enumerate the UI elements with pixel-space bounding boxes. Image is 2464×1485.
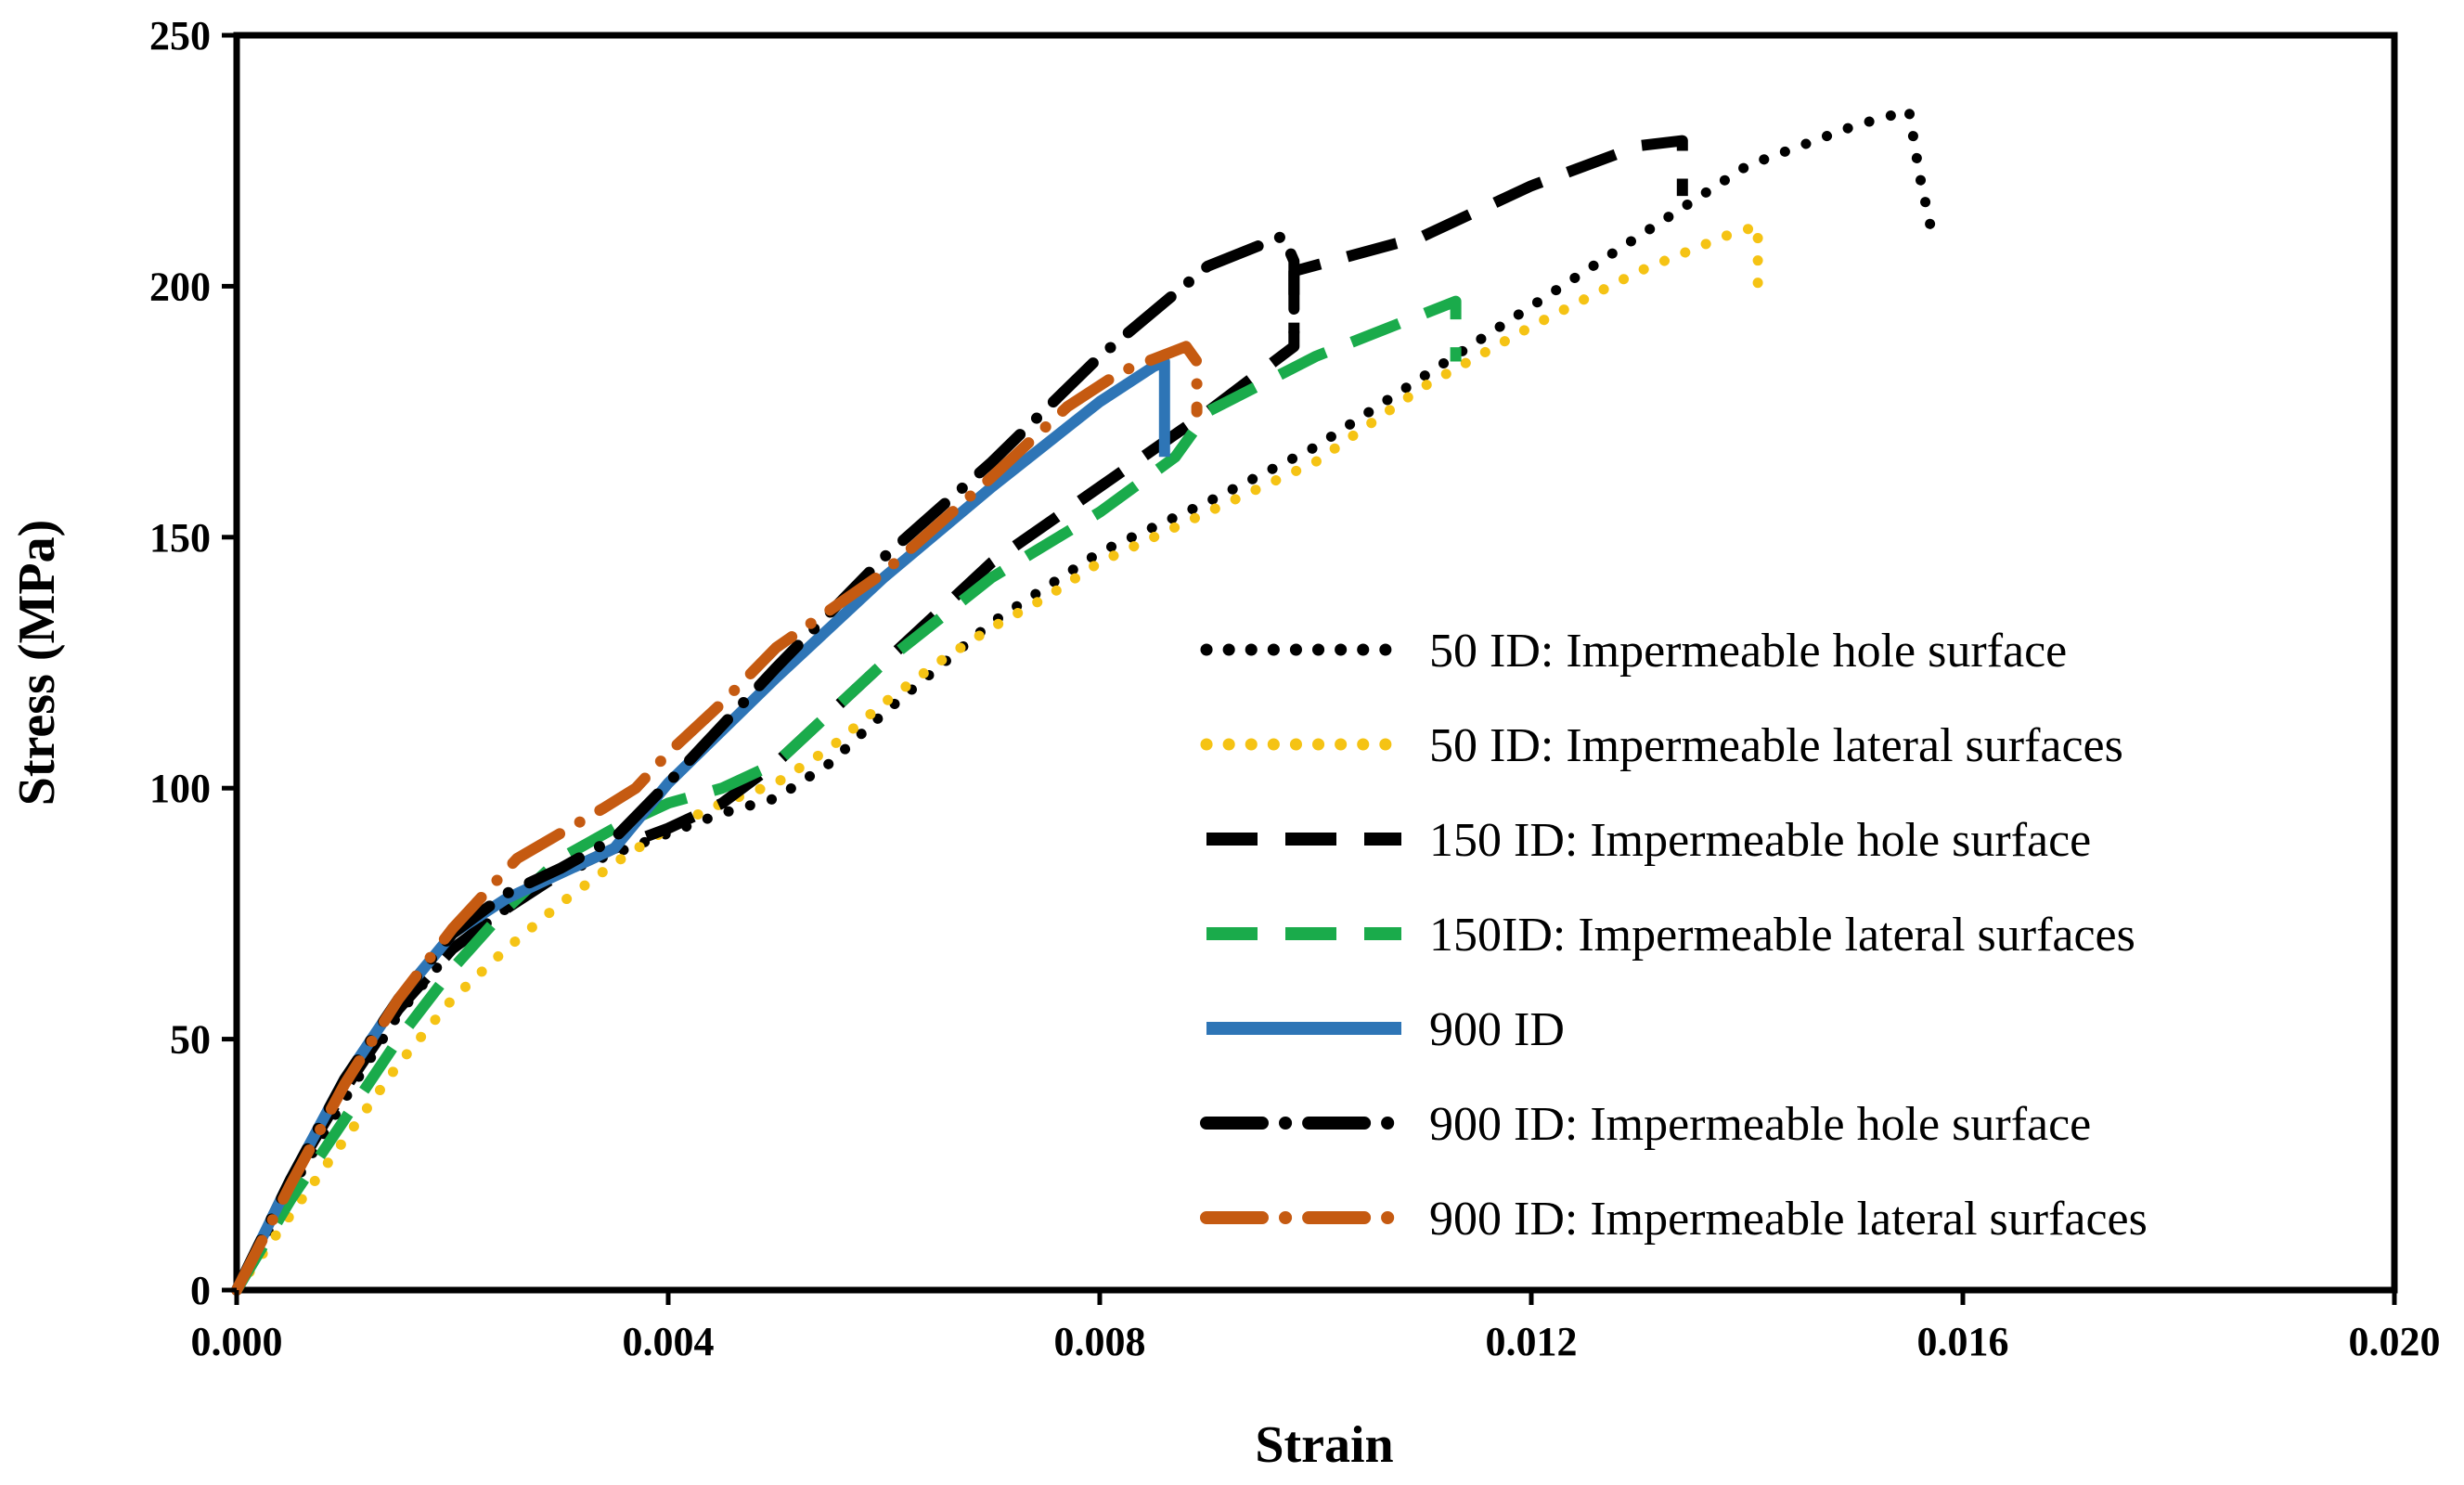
y-tick-label: 0	[190, 1268, 211, 1313]
x-tick-label: 0.004	[623, 1319, 715, 1364]
y-tick-label: 100	[149, 766, 211, 811]
series-line-2	[231, 221, 1763, 1296]
y-tick-label: 50	[170, 1017, 211, 1063]
x-tick-label: 0.000	[191, 1319, 283, 1364]
x-tick-label: 0.020	[2349, 1319, 2441, 1364]
legend-label: 150 ID: Impermeable hole surface	[1429, 814, 2091, 867]
legend-label: 150ID: Impermeable lateral surfaces	[1429, 909, 2135, 962]
legend-label: 900 ID: Impermeable hole surface	[1429, 1098, 2091, 1151]
y-tick-label: 150	[149, 515, 211, 561]
legend: 50 ID: Impermeable hole surface 50 ID: Im…	[1200, 625, 2148, 1246]
legend-label: 50 ID: Impermeable lateral surfaces	[1429, 719, 2123, 772]
y-tick-label: 200	[149, 264, 211, 309]
x-tick-label: 0.016	[1917, 1319, 2009, 1364]
plot-area	[233, 32, 2398, 1294]
y-tick-label: 250	[149, 13, 211, 58]
x-tick-label: 0.012	[1486, 1319, 1578, 1364]
x-tick-label: 0.008	[1054, 1319, 1146, 1364]
x-axis-ticks: 0.000 0.004 0.008 0.012 0.016 0.020	[191, 1290, 2441, 1364]
legend-label: 50 ID: Impermeable hole surface	[1429, 625, 2067, 678]
series-line-3	[231, 135, 1688, 1293]
y-axis-title: Stress (MPa)	[8, 520, 66, 806]
series-line-7	[231, 341, 1203, 1296]
legend-label: 900 ID: Impermeable lateral surfaces	[1429, 1193, 2148, 1246]
x-axis-title: Strain	[1255, 1416, 1393, 1474]
series-layer	[231, 105, 1936, 1296]
y-axis-ticks: 0 50 100 150 200 250	[149, 13, 237, 1313]
legend-label: 900 ID	[1429, 1003, 1565, 1056]
series-line-4	[231, 295, 1462, 1294]
